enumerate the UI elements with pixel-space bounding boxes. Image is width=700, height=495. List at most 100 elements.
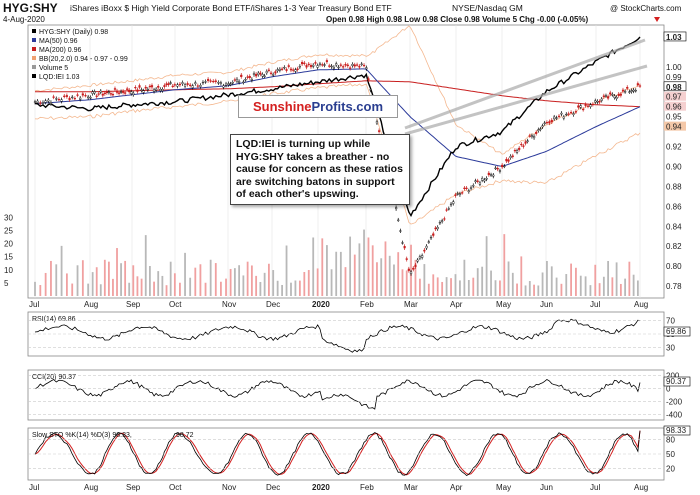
candle-body <box>52 96 55 98</box>
price-tick: 0.88 <box>666 182 682 191</box>
x-axis-main: Jul Aug Sep Oct Nov Dec 2020 Feb Mar Apr May Jun Jul… <box>29 300 648 309</box>
candle-body <box>122 90 125 93</box>
x-month-label: Oct <box>169 300 182 309</box>
candle-body <box>49 102 53 105</box>
candle-body <box>582 108 585 111</box>
candle-body <box>191 85 194 88</box>
volume-bar <box>144 235 147 296</box>
volume-bar <box>349 236 352 296</box>
volume-bar <box>450 278 452 296</box>
volume-bar <box>575 267 577 296</box>
volume-bar <box>454 274 457 296</box>
volume-bar <box>358 243 361 296</box>
candle-body <box>176 84 179 87</box>
candle-body <box>95 95 98 97</box>
candle-body <box>594 100 597 103</box>
candle-body <box>55 98 58 100</box>
candle-body <box>111 94 115 96</box>
candle-body <box>207 78 210 81</box>
volume-bar <box>537 285 540 296</box>
candle-body <box>157 86 160 88</box>
volume-bar <box>44 272 47 296</box>
candle-body <box>71 96 74 99</box>
candle-body <box>509 156 512 158</box>
candle-body <box>39 102 42 104</box>
candle-body <box>505 158 508 162</box>
indicator-value-box <box>663 425 691 436</box>
volume-bar <box>490 270 492 296</box>
indicator-value: 90.37 <box>666 377 687 386</box>
volume-bar <box>116 248 118 296</box>
volume-bar <box>344 267 347 296</box>
candle-body <box>537 129 540 131</box>
volume-bar <box>272 270 275 296</box>
indicator-value-box <box>663 376 691 387</box>
candle-body <box>476 180 479 182</box>
candle-body <box>535 131 538 134</box>
candle-body <box>369 89 372 91</box>
candle-body <box>283 67 286 69</box>
trendline-lower <box>404 64 648 136</box>
candle-body <box>113 88 117 90</box>
candle-body <box>449 203 453 206</box>
volume-bar <box>481 266 484 296</box>
volume-tick: 5 <box>4 279 9 288</box>
candle-body <box>613 95 616 98</box>
candle-body <box>399 230 402 232</box>
candle-body <box>472 185 475 187</box>
x-month-label: Apr <box>450 300 463 309</box>
candle-body <box>586 105 590 107</box>
candle-body <box>397 219 400 221</box>
candle-body <box>515 150 519 153</box>
candle-body <box>99 90 102 93</box>
x-month-label: Sep <box>126 483 141 492</box>
candle-body <box>441 220 444 222</box>
candle-body <box>136 89 139 92</box>
candle-body <box>178 83 182 86</box>
candle-body <box>246 76 249 78</box>
candle-body <box>183 84 187 87</box>
volume-bar <box>445 277 448 296</box>
candle-body <box>309 65 313 68</box>
candle-body <box>584 104 587 106</box>
legend-swatch <box>32 74 36 78</box>
volume-bar <box>419 278 421 296</box>
volume-bar <box>615 262 618 296</box>
candle-body <box>109 93 113 95</box>
candle-body <box>224 83 228 86</box>
price-tick: 0.95 <box>666 113 682 122</box>
volume-bar <box>353 254 356 296</box>
volume-bar <box>485 236 488 296</box>
x-month-label: 2020 <box>312 300 330 309</box>
candle-body <box>292 69 295 71</box>
candle-body <box>487 172 490 176</box>
candle-body <box>553 116 556 120</box>
candle-body <box>63 95 66 97</box>
volume-bar <box>632 274 635 296</box>
candle-body <box>621 89 625 92</box>
candle-body <box>485 178 488 180</box>
candle-body <box>148 85 152 88</box>
volume-bar <box>199 264 202 296</box>
rsi-line <box>34 318 641 353</box>
price-tag-bg <box>664 121 686 131</box>
sto-d-line <box>34 430 641 476</box>
candle-body <box>548 121 551 124</box>
candle-body <box>492 174 495 177</box>
candle-body <box>494 167 497 169</box>
candle-body <box>463 187 466 189</box>
candle-body <box>524 141 527 144</box>
volume-tick: 15 <box>4 253 13 262</box>
candle-body <box>252 73 256 75</box>
indicator-tick: 20 <box>666 464 675 473</box>
candle-body <box>377 130 381 132</box>
volume-bar <box>602 276 605 296</box>
volume-bar <box>184 252 186 296</box>
candle-body <box>434 227 437 230</box>
candle-body <box>57 98 61 101</box>
volume-bar <box>255 275 258 296</box>
candle-body <box>229 83 232 85</box>
volume-bar <box>103 259 106 296</box>
candle-body <box>403 246 406 249</box>
x-month-label: Dec <box>266 300 280 309</box>
